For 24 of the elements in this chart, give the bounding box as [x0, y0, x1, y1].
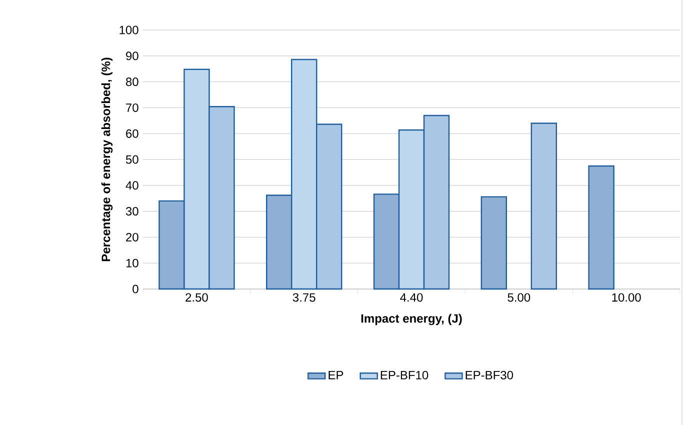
bar	[588, 165, 614, 290]
x-tick-label: 5.00	[508, 293, 530, 302]
x-tick-label: 4.40	[400, 293, 423, 302]
bar	[530, 122, 558, 290]
y-tick-label: 90	[126, 52, 138, 60]
y-tick-label: 40	[126, 181, 138, 190]
legend-label: EP-BF10	[380, 370, 428, 380]
y-tick-label: 30	[126, 207, 138, 216]
y-axis-title: Percentage of energy absorbed, (%)	[101, 58, 113, 262]
y-tick-label: 80	[126, 78, 138, 86]
y-tick-label: 20	[126, 232, 138, 242]
y-tick-label: 50	[126, 155, 138, 164]
y-tick-label: 70	[126, 103, 138, 112]
bar	[480, 196, 508, 290]
x-axis-title: Impact energy, (J)	[361, 314, 462, 326]
y-tick-label: 10	[126, 258, 138, 268]
y-tick-label: 100	[120, 26, 138, 34]
y-tick-label: 0	[132, 284, 138, 294]
x-tick-label: 3.75	[292, 293, 316, 302]
legend-label: EP	[328, 370, 344, 380]
x-tick-label: 2.50	[186, 293, 208, 302]
x-tick-label: 10.00	[612, 293, 641, 302]
y-tick-label: 60	[126, 129, 138, 138]
legend-label: EP-BF30	[466, 370, 514, 380]
